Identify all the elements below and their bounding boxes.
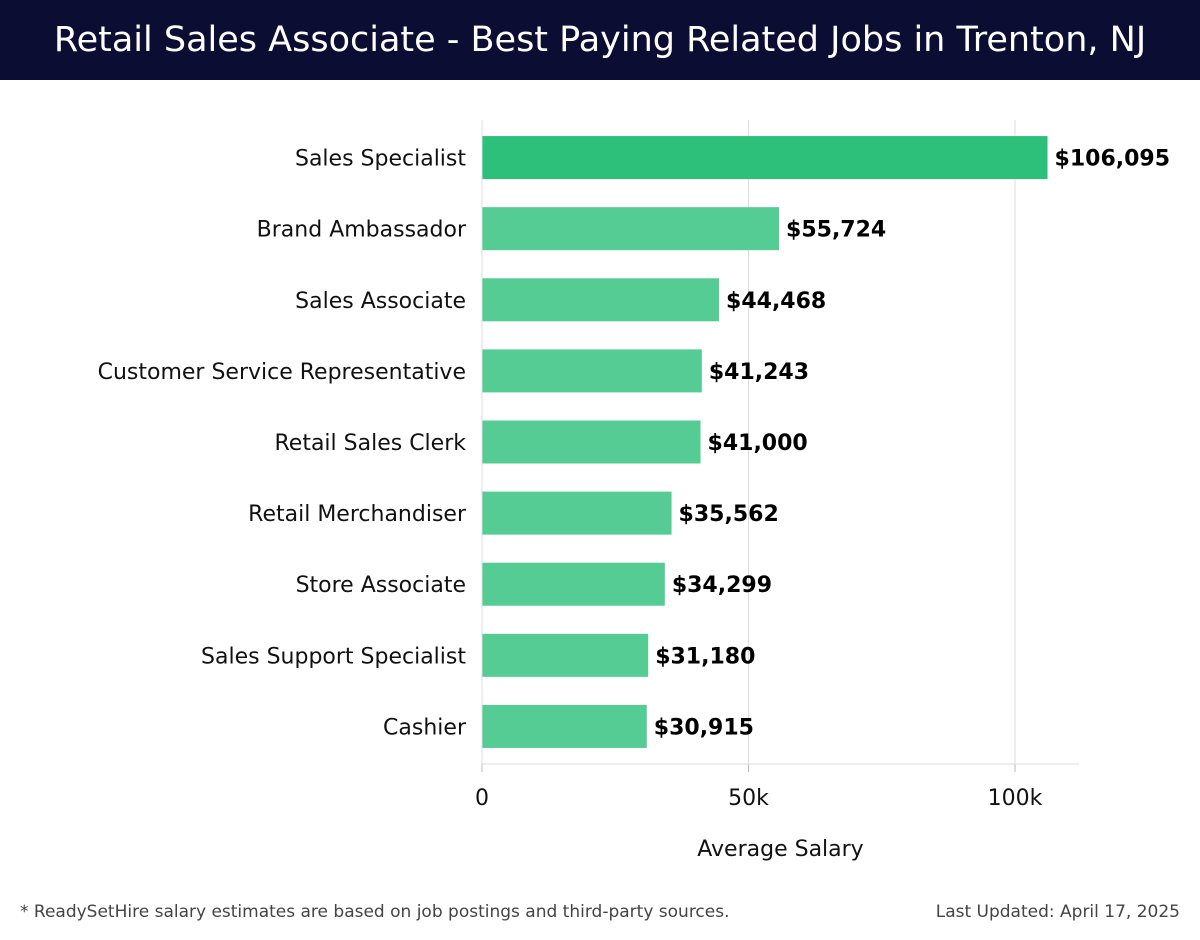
footer-note: * ReadySetHire salary estimates are base… (20, 902, 730, 922)
value-label-1: $55,724 (786, 218, 886, 243)
value-label-0: $106,095 (1055, 147, 1171, 172)
bar-8 (482, 704, 647, 748)
category-label-8: Cashier (383, 715, 467, 740)
x-axis-title: Average Salary (697, 837, 863, 862)
value-label-4: $41,000 (708, 431, 808, 456)
category-label-5: Retail Merchandiser (248, 502, 467, 527)
x-tick-label-1: 50k (728, 786, 769, 811)
category-label-1: Brand Ambassador (257, 218, 467, 243)
x-tick-label-0: 0 (475, 786, 489, 811)
category-label-3: Customer Service Representative (98, 360, 466, 385)
category-label-4: Retail Sales Clerk (274, 431, 466, 456)
bar-5 (482, 491, 672, 535)
bar-4 (482, 420, 701, 464)
category-label-2: Sales Associate (295, 289, 466, 314)
bar-layer (482, 136, 1048, 748)
label-layer: Sales Specialist $106,095 Brand Ambassador… (98, 147, 1170, 741)
page-title: Retail Sales Associate - Best Paying Rel… (53, 20, 1147, 60)
category-label-6: Store Associate (296, 573, 466, 598)
value-label-7: $31,180 (655, 644, 755, 669)
value-label-2: $44,468 (726, 289, 826, 314)
value-label-5: $35,562 (679, 502, 779, 527)
bar-2 (482, 278, 720, 322)
category-label-7: Sales Support Specialist (201, 644, 466, 669)
category-label-0: Sales Specialist (295, 147, 466, 172)
last-updated: Last Updated: April 17, 2025 (935, 902, 1180, 922)
bar-3 (482, 349, 702, 393)
axis-layer: 0 50k 100k Average Salary (475, 120, 1079, 862)
bar-7 (482, 633, 649, 677)
x-tick-label-2: 100k (988, 786, 1043, 811)
value-label-3: $41,243 (709, 360, 809, 385)
value-label-6: $34,299 (672, 573, 772, 598)
bar-6 (482, 562, 665, 606)
value-label-8: $30,915 (654, 715, 754, 740)
bar-1 (482, 207, 780, 251)
salary-bar-chart: Sales Specialist $106,095 Brand Ambassador… (98, 120, 1170, 862)
bar-0 (482, 136, 1048, 180)
header-banner: Retail Sales Associate - Best Paying Rel… (0, 0, 1200, 80)
